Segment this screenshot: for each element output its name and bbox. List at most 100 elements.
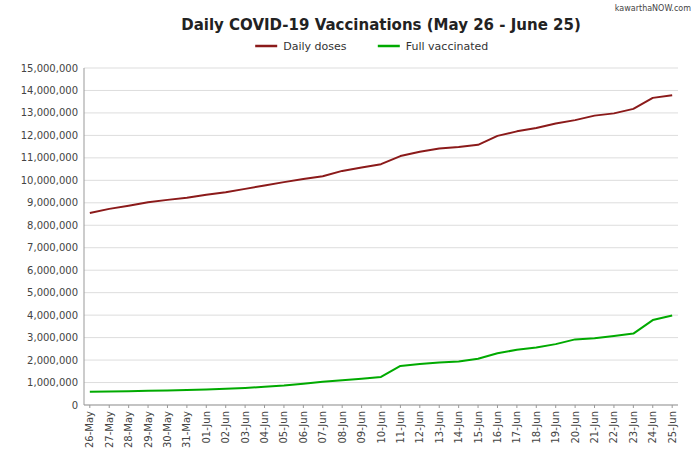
x-tick-label: 04-Jun <box>259 411 270 444</box>
line-series <box>90 95 672 213</box>
x-tick <box>536 405 537 408</box>
y-tick-label: 4,000,000 <box>27 310 78 321</box>
y-tick-label: 14,000,000 <box>21 85 78 96</box>
y-tick-label: 6,000,000 <box>27 265 78 276</box>
x-tick-label: 08-Jun <box>337 411 348 444</box>
x-tick <box>303 405 304 408</box>
x-tick <box>555 405 556 408</box>
x-tick <box>167 405 168 408</box>
grid <box>84 68 678 405</box>
x-tick <box>381 405 382 408</box>
x-tick <box>361 405 362 408</box>
x-tick-label: 06-Jun <box>298 411 309 444</box>
y-tick-label: 12,000,000 <box>21 130 78 141</box>
x-tick-label: 03-Jun <box>240 411 251 444</box>
x-tick-label: 20-Jun <box>570 411 581 444</box>
grid-line <box>84 202 678 203</box>
x-tick <box>245 405 246 408</box>
y-axis: 01,000,0002,000,0003,000,0004,000,0005,0… <box>21 63 78 411</box>
x-tick-label: 12-Jun <box>414 411 425 444</box>
title: Daily COVID-19 Vaccinations (May 26 - Ju… <box>181 16 581 34</box>
y-tick-label: 13,000,000 <box>21 107 78 118</box>
watermark: kawarthaNOW.com <box>615 4 691 13</box>
x-tick <box>439 405 440 408</box>
y-tick-label: 3,000,000 <box>27 332 78 343</box>
x-tick-label: 31-May <box>181 411 192 448</box>
grid-line <box>84 247 678 248</box>
x-tick <box>264 405 265 408</box>
x-tick <box>672 405 673 408</box>
x-tick-label: 17-Jun <box>511 411 522 444</box>
x-tick-label: 15-Jun <box>473 411 484 444</box>
x-tick <box>633 405 634 408</box>
x-tick-label: 10-Jun <box>376 411 387 444</box>
legend-label: Daily doses <box>283 40 347 53</box>
legend-label: Full vaccinated <box>406 40 488 53</box>
x-tick-label: 01-Jun <box>201 411 212 444</box>
x-tick-label: 24-Jun <box>647 411 658 444</box>
y-tick-label: 11,000,000 <box>21 152 78 163</box>
x-tick-label: 22-Jun <box>608 411 619 444</box>
x-tick-label: 23-Jun <box>628 411 639 444</box>
legend-swatch <box>255 45 277 48</box>
grid-line <box>84 225 678 226</box>
x-tick <box>652 405 653 408</box>
x-tick <box>186 405 187 408</box>
y-tick-label: 9,000,000 <box>27 197 78 208</box>
x-tick <box>478 405 479 408</box>
grid-line <box>84 360 678 361</box>
x-tick-label: 14-Jun <box>453 411 464 444</box>
x-tick-label: 09-Jun <box>356 411 367 444</box>
x-tick <box>109 405 110 408</box>
x-tick <box>283 405 284 408</box>
legend-swatch <box>378 45 400 48</box>
x-tick <box>342 405 343 408</box>
x-tick <box>419 405 420 408</box>
x-tick <box>458 405 459 408</box>
series-group <box>90 95 672 392</box>
grid-line <box>84 90 678 91</box>
x-tick-label: 16-Jun <box>492 411 503 444</box>
grid-line <box>84 315 678 316</box>
y-tick-label: 8,000,000 <box>27 220 78 231</box>
chart: Daily COVID-19 Vaccinations (May 26 - Ju… <box>0 0 696 463</box>
grid-line <box>84 68 678 69</box>
grid-line <box>84 292 678 293</box>
y-tick-label: 5,000,000 <box>27 287 78 298</box>
x-tick-label: 19-Jun <box>550 411 561 444</box>
x-tick-label: 11-Jun <box>395 411 406 444</box>
x-tick-label: 21-Jun <box>589 411 600 444</box>
x-tick-label: 13-Jun <box>434 411 445 444</box>
y-tick-label: 0 <box>72 400 78 411</box>
x-tick <box>322 405 323 408</box>
x-tick <box>497 405 498 408</box>
x-tick-label: 27-May <box>104 411 115 448</box>
x-tick-label: 05-Jun <box>278 411 289 444</box>
chart-container: Daily COVID-19 Vaccinations (May 26 - Ju… <box>0 0 696 463</box>
y-tick-label: 2,000,000 <box>27 355 78 366</box>
x-tick <box>400 405 401 408</box>
x-axis: 26-May27-May28-May29-May30-May31-May01-J… <box>84 405 677 448</box>
grid-line <box>84 135 678 136</box>
x-tick-label: 26-May <box>84 411 95 448</box>
x-tick-label: 25-Jun <box>667 411 678 444</box>
grid-line <box>84 270 678 271</box>
x-tick-label: 18-Jun <box>531 411 542 444</box>
grid-line <box>84 157 678 158</box>
x-tick <box>575 405 576 408</box>
legend: Daily doses Full vaccinated <box>255 40 488 53</box>
x-tick <box>516 405 517 408</box>
x-tick <box>128 405 129 408</box>
x-tick <box>206 405 207 408</box>
x-tick <box>594 405 595 408</box>
x-tick <box>89 405 90 408</box>
x-tick-label: 02-Jun <box>220 411 231 444</box>
y-tick-label: 15,000,000 <box>21 63 78 74</box>
x-tick-label: 29-May <box>143 411 154 448</box>
x-tick-label: 28-May <box>123 411 134 448</box>
x-tick <box>225 405 226 408</box>
grid-line <box>84 382 678 383</box>
x-tick-label: 07-Jun <box>317 411 328 444</box>
y-tick-label: 7,000,000 <box>27 242 78 253</box>
x-tick <box>148 405 149 408</box>
